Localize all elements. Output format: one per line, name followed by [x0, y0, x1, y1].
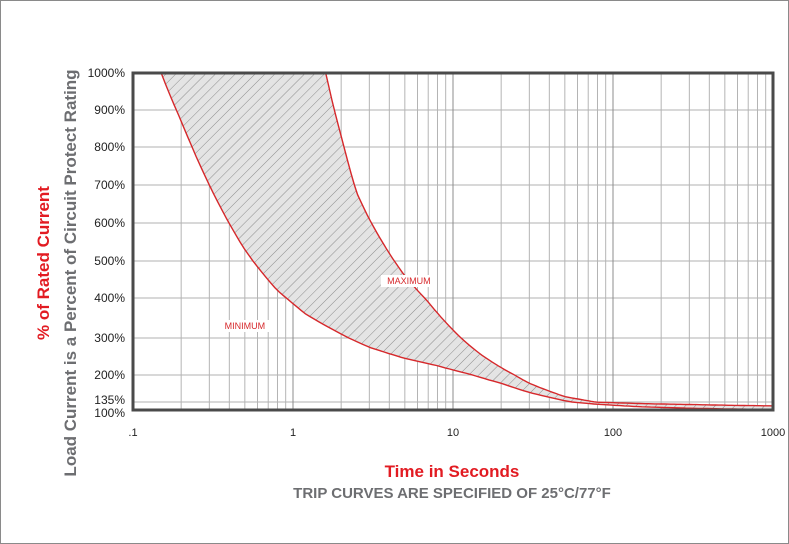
- y-axis-secondary-label: Load Current is a Percent of Circuit Pro…: [61, 69, 80, 476]
- series-label-maximum: MAXIMUM: [387, 276, 431, 286]
- x-axis-label: Time in Seconds: [385, 462, 520, 481]
- series-label-maximum-bg: [380, 275, 437, 287]
- y-tick-label: 500%: [94, 254, 125, 268]
- x-tick-label: 10: [447, 427, 459, 439]
- x-tick-label: 1000: [761, 427, 785, 439]
- trip-curves: [160, 73, 773, 410]
- y-tick-label: 100%: [94, 406, 125, 420]
- y-tick-label: 600%: [94, 216, 125, 230]
- y-tick-label: 800%: [94, 140, 125, 154]
- series-line-minimum: [160, 73, 773, 410]
- x-tick-label: .1: [128, 427, 137, 439]
- series-label-minimum-bg: [216, 320, 273, 332]
- y-tick-label: 700%: [94, 178, 125, 192]
- temperature-note: TRIP CURVES ARE SPECIFIED OF 25°C/77°F: [293, 485, 611, 502]
- y-tick-label: 900%: [94, 103, 125, 117]
- y-tick-labels: 100%135% 200% 300% 400% 500% 600% 700% 800% 900%…: [88, 66, 126, 420]
- y-tick-label: 400%: [94, 291, 125, 305]
- hatched-trip-region: [161, 73, 773, 410]
- curve-labels: MINIMUM MAXIMUM: [216, 275, 437, 332]
- x-tick-labels: .1 1 10 100 1000: [128, 427, 785, 439]
- series-label-minimum: MINIMUM: [225, 321, 266, 331]
- y-tick-label: 300%: [94, 331, 125, 345]
- x-tick-label: 1: [290, 427, 296, 439]
- series-line-maximum: [325, 73, 773, 407]
- plot-border: [131, 71, 775, 412]
- x-tick-label: 100: [604, 427, 622, 439]
- y-tick-label: 1000%: [88, 66, 126, 80]
- y-tick-label: 200%: [94, 368, 125, 382]
- y-tick-label: 135%: [94, 393, 125, 407]
- y-axis-label: % of Rated Current: [34, 186, 53, 340]
